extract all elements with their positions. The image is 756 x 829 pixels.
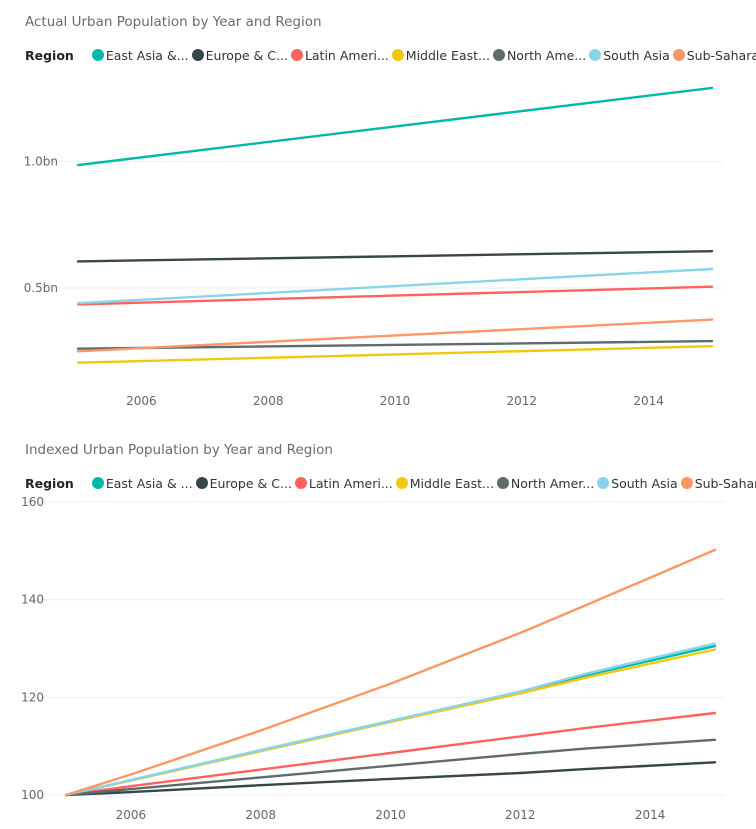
plot-area[interactable]: 100 120 140 160 2006 2008 2010 2012 2014: [0, 428, 756, 829]
legend-label: Sub-Sahara...: [694, 475, 756, 491]
series-line[interactable]: [76, 318, 714, 353]
legend-dot-icon: [395, 477, 408, 489]
legend-item[interactable]: Middle East...: [395, 475, 494, 491]
legend-dot-icon: [91, 477, 104, 489]
legend-dot-icon: [597, 477, 610, 489]
series-line[interactable]: [64, 548, 717, 797]
legend-title: Region: [25, 47, 74, 63]
legend-dot-icon: [91, 49, 104, 61]
legend-label: East Asia &...: [105, 47, 189, 63]
x-tick-label: 2010: [380, 394, 411, 408]
legend-item[interactable]: Europe & C...: [191, 47, 288, 63]
legend-dot-icon: [391, 49, 404, 61]
y-tick-label: 100: [21, 788, 44, 802]
chart-legend: Region East Asia & ... Europe & C... Latin…: [25, 474, 756, 492]
series-line[interactable]: [76, 339, 714, 350]
legend-dot-icon: [496, 477, 509, 489]
legend-items: East Asia &... Europe & C... Latin Ameri..…: [91, 47, 756, 63]
legend-label: North Amer...: [510, 475, 595, 491]
series-line[interactable]: [76, 249, 714, 263]
series-line[interactable]: [64, 711, 717, 797]
legend-label: Latin Ameri...: [308, 475, 393, 491]
legend-label: East Asia & ...: [105, 475, 193, 491]
legend-label: Sub-Sahara...: [686, 47, 756, 63]
series-line[interactable]: [64, 738, 717, 797]
legend-item[interactable]: Latin Ameri...: [294, 475, 393, 491]
legend-dot-icon: [195, 477, 208, 489]
legend-label: South Asia: [603, 47, 670, 63]
x-tick-label: 2008: [253, 394, 284, 408]
legend-label: South Asia: [611, 475, 678, 491]
legend-dot-icon: [294, 477, 307, 489]
legend-dot-icon: [290, 49, 303, 61]
legend-label: Latin Ameri...: [304, 47, 389, 63]
legend-label: Europe & C...: [209, 475, 292, 491]
legend-item[interactable]: Europe & C...: [195, 475, 292, 491]
legend-item[interactable]: South Asia: [589, 48, 670, 63]
x-tick-label: 2008: [245, 808, 276, 822]
legend-label: Middle East...: [405, 47, 490, 63]
legend-label: Europe & C...: [205, 47, 288, 63]
chart-title: Indexed Urban Population by Year and Reg…: [25, 442, 333, 458]
legend-title: Region: [25, 475, 74, 491]
legend-item[interactable]: Sub-Sahara...: [680, 475, 756, 491]
legend-item[interactable]: Latin Ameri...: [290, 47, 389, 63]
legend-dot-icon: [492, 49, 505, 61]
series-line[interactable]: [64, 642, 717, 797]
x-tick-label: 2012: [505, 808, 536, 822]
legend-item[interactable]: North Amer...: [496, 475, 595, 491]
legend-label: North Ame...: [506, 47, 587, 63]
legend-label: Middle East...: [409, 475, 494, 491]
y-tick-label: 120: [21, 690, 44, 704]
chart-legend: Region East Asia &... Europe & C... Latin …: [25, 46, 756, 64]
legend-item[interactable]: East Asia &...: [91, 47, 189, 63]
x-tick-label: 2012: [507, 394, 538, 408]
legend-dot-icon: [191, 49, 204, 61]
y-tick-label: 140: [21, 593, 44, 607]
x-tick-label: 2014: [633, 394, 664, 408]
plot-area[interactable]: 0.5bn 1.0bn 2006 2008 2010 2012 2014: [0, 0, 756, 420]
legend-dot-icon: [589, 49, 602, 61]
y-tick-label: 0.5bn: [24, 281, 58, 295]
x-tick-label: 2006: [116, 808, 147, 822]
series-line[interactable]: [76, 285, 714, 306]
legend-item[interactable]: Sub-Sahara...: [672, 47, 756, 63]
y-tick-label: 160: [21, 495, 44, 509]
legend-item[interactable]: North Ame...: [492, 47, 587, 63]
y-tick-label: 1.0bn: [24, 154, 58, 168]
series-line[interactable]: [64, 761, 717, 797]
legend-item[interactable]: East Asia & ...: [91, 475, 193, 491]
x-tick-label: 2010: [375, 808, 406, 822]
legend-item[interactable]: South Asia: [597, 476, 678, 491]
x-tick-label: 2006: [126, 394, 157, 408]
legend-dot-icon: [680, 477, 693, 489]
series-line[interactable]: [76, 267, 714, 305]
series-line[interactable]: [76, 345, 714, 364]
legend-item[interactable]: Middle East...: [391, 47, 490, 63]
actual-urban-population-chart: Actual Urban Population by Year and Regi…: [0, 0, 756, 420]
series-line[interactable]: [76, 86, 714, 167]
x-tick-label: 2014: [635, 808, 666, 822]
legend-items: East Asia & ... Europe & C... Latin Ameri.…: [91, 475, 756, 491]
legend-dot-icon: [672, 49, 685, 61]
indexed-urban-population-chart: Indexed Urban Population by Year and Reg…: [0, 428, 756, 829]
chart-title: Actual Urban Population by Year and Regi…: [25, 14, 322, 30]
